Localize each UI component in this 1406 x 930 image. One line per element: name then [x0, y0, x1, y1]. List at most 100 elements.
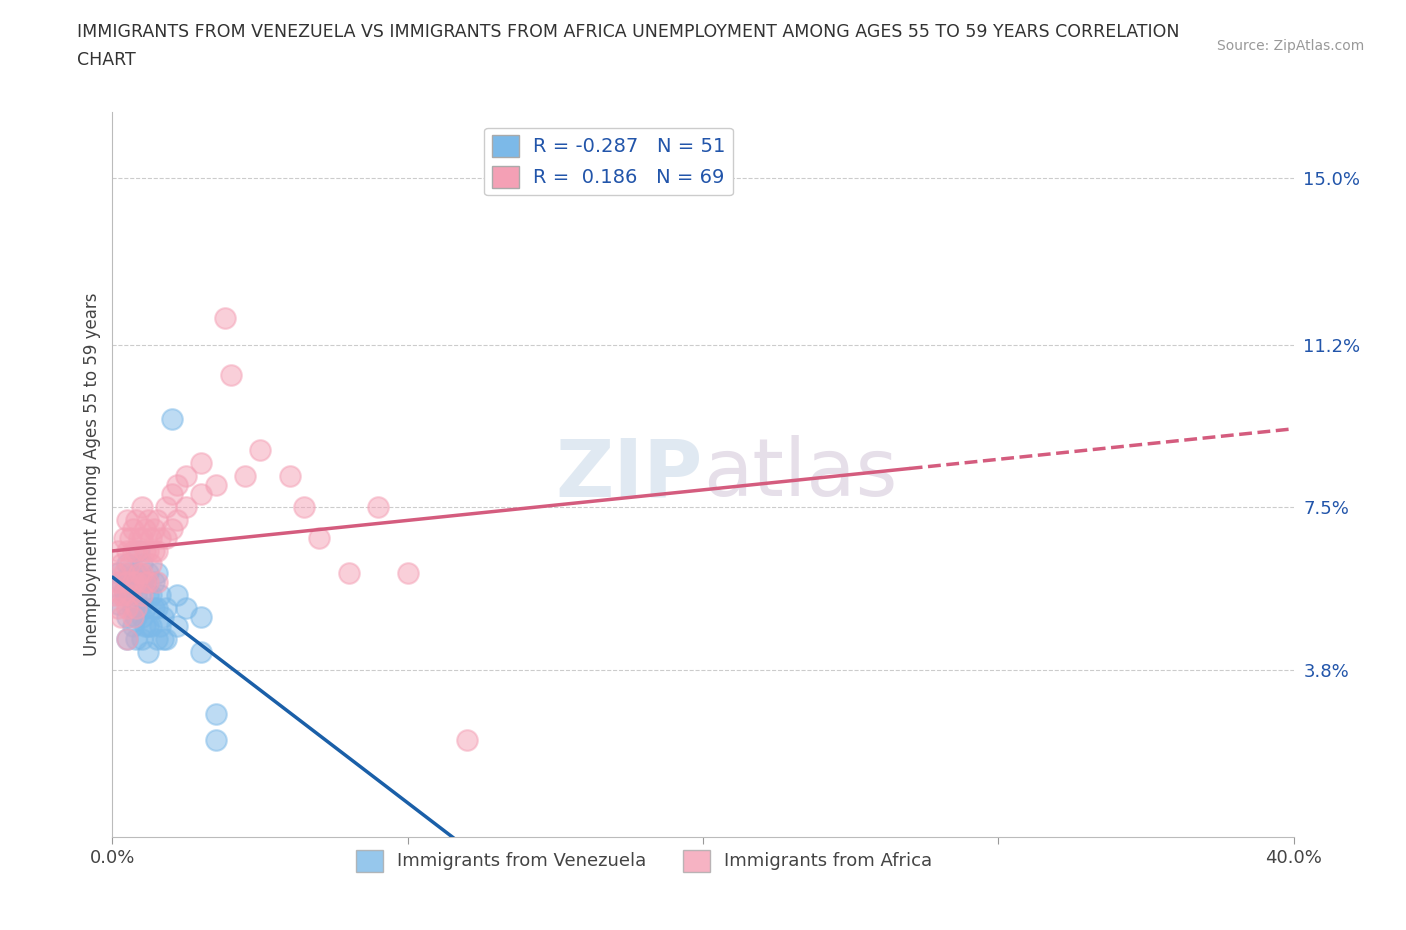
- Point: [125, 588, 148, 603]
- Point: [146, 601, 169, 616]
- Point: [205, 733, 228, 748]
- Point: [107, 601, 129, 616]
- Text: atlas: atlas: [703, 435, 897, 513]
- Point: [149, 618, 172, 633]
- Point: [125, 575, 148, 590]
- Point: [110, 575, 132, 590]
- Point: [110, 588, 132, 603]
- Point: [174, 499, 197, 514]
- Point: [149, 588, 172, 603]
- Point: [110, 557, 132, 572]
- Point: [337, 565, 360, 580]
- Point: [136, 644, 159, 659]
- Point: [205, 707, 228, 722]
- Point: [110, 610, 132, 625]
- Point: [131, 575, 153, 590]
- Point: [134, 575, 156, 590]
- Point: [190, 610, 212, 625]
- Point: [128, 601, 150, 616]
- Point: [367, 499, 389, 514]
- Point: [122, 575, 145, 590]
- Point: [160, 412, 183, 427]
- Point: [112, 588, 135, 603]
- Point: [292, 499, 315, 514]
- Point: [136, 565, 159, 580]
- Point: [308, 531, 330, 546]
- Point: [174, 601, 197, 616]
- Point: [249, 443, 271, 458]
- Point: [166, 618, 188, 633]
- Point: [166, 513, 188, 528]
- Y-axis label: Unemployment Among Ages 55 to 59 years: Unemployment Among Ages 55 to 59 years: [83, 293, 101, 656]
- Point: [125, 565, 148, 580]
- Point: [136, 575, 159, 590]
- Point: [112, 565, 135, 580]
- Point: [190, 486, 212, 501]
- Text: IMMIGRANTS FROM VENEZUELA VS IMMIGRANTS FROM AFRICA UNEMPLOYMENT AMONG AGES 55 T: IMMIGRANTS FROM VENEZUELA VS IMMIGRANTS …: [77, 23, 1180, 41]
- Point: [104, 588, 127, 603]
- Point: [120, 588, 142, 603]
- Point: [155, 499, 177, 514]
- Point: [152, 631, 174, 646]
- Point: [166, 478, 188, 493]
- Point: [152, 610, 174, 625]
- Point: [125, 601, 148, 616]
- Point: [131, 631, 153, 646]
- Text: CHART: CHART: [77, 51, 136, 69]
- Point: [134, 522, 156, 537]
- Point: [125, 610, 148, 625]
- Point: [122, 601, 145, 616]
- Point: [134, 618, 156, 633]
- Point: [146, 575, 169, 590]
- Point: [134, 575, 156, 590]
- Point: [112, 583, 135, 598]
- Point: [128, 544, 150, 559]
- Point: [131, 588, 153, 603]
- Point: [125, 544, 148, 559]
- Point: [120, 531, 142, 546]
- Point: [146, 513, 169, 528]
- Point: [122, 618, 145, 633]
- Point: [131, 499, 153, 514]
- Point: [128, 565, 150, 580]
- Point: [120, 565, 142, 580]
- Point: [136, 618, 159, 633]
- Point: [117, 588, 138, 603]
- Point: [139, 618, 162, 633]
- Point: [160, 486, 183, 501]
- Text: ZIP: ZIP: [555, 435, 703, 513]
- Point: [233, 469, 256, 484]
- Point: [134, 544, 156, 559]
- Point: [456, 733, 478, 748]
- Point: [139, 531, 162, 546]
- Point: [131, 565, 153, 580]
- Point: [122, 544, 145, 559]
- Point: [142, 575, 165, 590]
- Point: [117, 631, 138, 646]
- Point: [142, 544, 165, 559]
- Point: [122, 522, 145, 537]
- Point: [112, 531, 135, 546]
- Point: [139, 557, 162, 572]
- Point: [117, 513, 138, 528]
- Point: [136, 588, 159, 603]
- Point: [190, 644, 212, 659]
- Point: [278, 469, 301, 484]
- Point: [142, 522, 165, 537]
- Point: [205, 478, 228, 493]
- Point: [117, 575, 138, 590]
- Point: [117, 631, 138, 646]
- Point: [117, 557, 138, 572]
- Point: [190, 456, 212, 471]
- Point: [174, 469, 197, 484]
- Point: [125, 631, 148, 646]
- Point: [142, 601, 165, 616]
- Point: [131, 531, 153, 546]
- Point: [136, 544, 159, 559]
- Point: [146, 544, 169, 559]
- Point: [214, 311, 236, 325]
- Point: [146, 565, 169, 580]
- Point: [128, 531, 150, 546]
- Point: [107, 565, 129, 580]
- Text: Source: ZipAtlas.com: Source: ZipAtlas.com: [1216, 39, 1364, 53]
